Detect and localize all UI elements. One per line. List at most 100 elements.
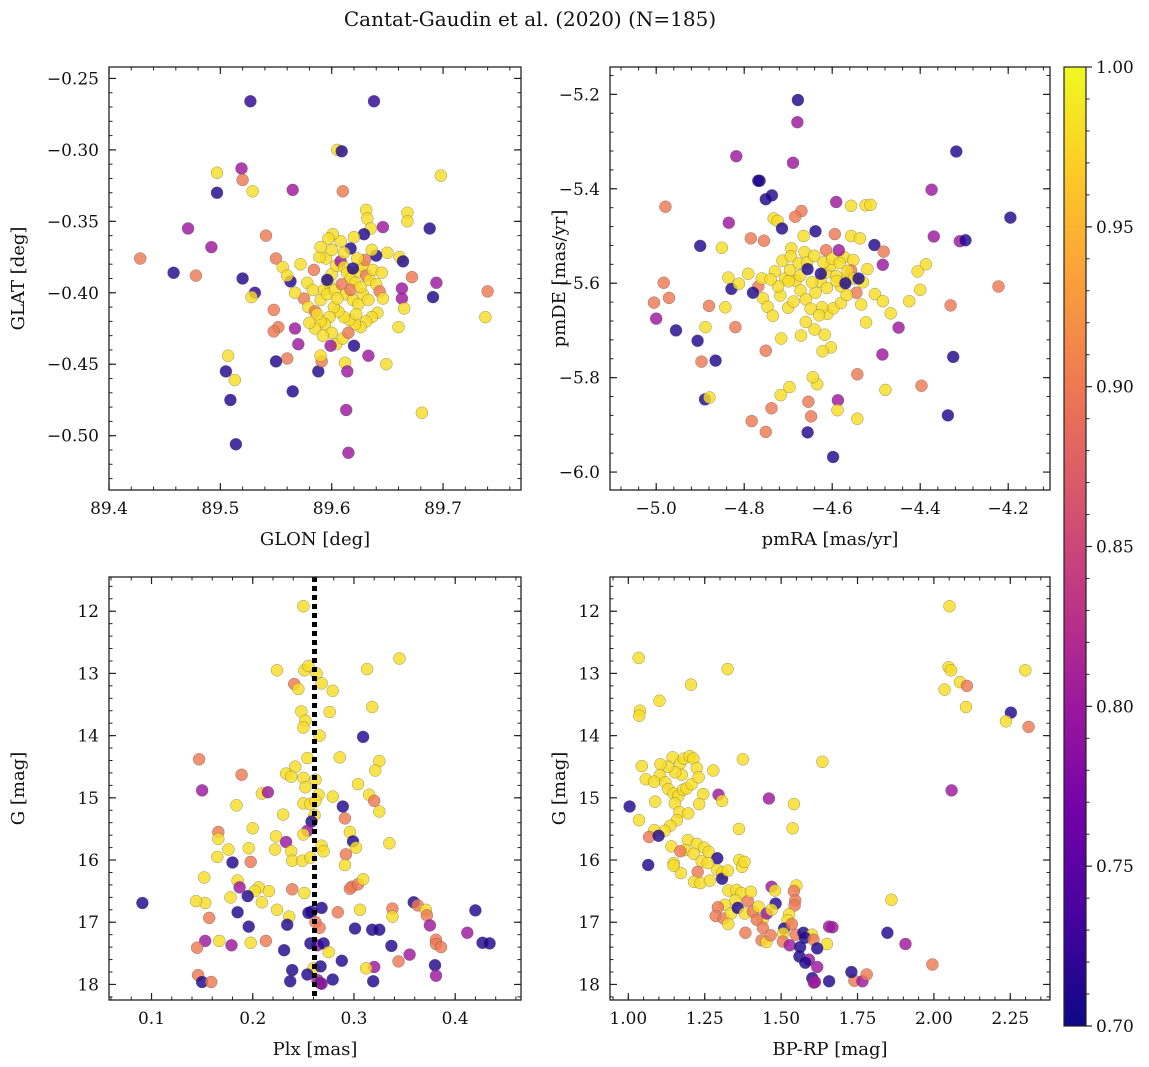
scatter-point — [269, 355, 283, 368]
scatter-point — [654, 757, 667, 771]
scatter-point — [832, 243, 846, 257]
y-tick-label: 15 — [578, 789, 600, 809]
scatter-point — [292, 337, 305, 351]
scatter-point — [349, 841, 363, 854]
scatter-points — [133, 95, 494, 460]
scatter-point — [204, 975, 218, 989]
scatter-point — [950, 145, 963, 158]
scatter-point — [334, 235, 347, 248]
scatter-point — [876, 348, 889, 361]
scatter-point — [244, 95, 257, 108]
scatter-point — [403, 948, 416, 961]
scatter-point — [766, 309, 780, 323]
scatter-point — [349, 307, 363, 321]
scatter-point — [810, 960, 824, 974]
axes-frame — [108, 66, 522, 491]
x-tick-label: 2.25 — [991, 1009, 1029, 1029]
scatter-point — [868, 238, 881, 252]
y-axis-label: pmDE [mas/yr] — [549, 210, 570, 348]
scatter-point — [844, 199, 858, 213]
scatter-point — [1019, 664, 1032, 677]
x-tick-label: −4.4 — [900, 499, 941, 519]
y-tick-label: 14 — [578, 727, 600, 747]
colorbar-ticks: 0.70 0.75 0.80 0.85 0.90 0.95 1.00 — [1086, 58, 1134, 1037]
scatter-point — [434, 940, 448, 954]
scatter-point — [691, 334, 704, 348]
scatter-point — [799, 315, 813, 329]
scatter-point — [423, 222, 436, 235]
scatter-point — [360, 662, 374, 676]
scatter-point — [662, 291, 676, 305]
scatter-point — [782, 275, 795, 288]
scatter-point — [286, 183, 299, 197]
scatter-point — [722, 271, 735, 284]
scatter-point — [426, 290, 440, 304]
scatter-point — [255, 896, 269, 909]
scatter-point — [376, 220, 390, 234]
scatter-point — [741, 267, 755, 281]
scatter-point — [324, 339, 337, 352]
scatter-point — [430, 276, 443, 290]
scatter-point — [298, 886, 311, 900]
scatter-point — [339, 403, 353, 417]
y-tick-label: 17 — [578, 913, 600, 933]
scatter-point — [434, 169, 448, 182]
scatter-point — [342, 326, 355, 340]
scatter-point — [189, 894, 203, 908]
scatter-point — [744, 232, 758, 245]
y-tick-label: 18 — [77, 975, 99, 995]
scatter-point — [738, 855, 751, 869]
scatter-point — [667, 859, 680, 872]
scatter-point — [881, 926, 894, 940]
scatter-point — [692, 797, 706, 811]
scatter-point — [288, 322, 302, 335]
x-tick-label: −4.8 — [724, 499, 765, 519]
scatter-point — [648, 795, 662, 808]
scatter-point — [762, 792, 776, 805]
scatter-point — [236, 272, 249, 285]
scatter-point — [213, 934, 226, 948]
y-tick-label: 12 — [77, 602, 99, 622]
scatter-point — [280, 269, 294, 282]
x-tick-label: 89.5 — [201, 499, 239, 519]
scatter-point — [320, 273, 334, 287]
scatter-point — [267, 303, 281, 317]
panel-plx-gmag: 0.1 0.2 0.3 0.4 12 13 14 15 16 17 18 Plx [mas] G [ma… — [8, 576, 522, 1060]
axes-frame — [609, 66, 1051, 491]
scatter-point — [884, 307, 897, 320]
scatter-point — [189, 269, 203, 282]
scatter-point — [229, 438, 243, 451]
scatter-point — [768, 884, 782, 897]
panel-glon-glat: 89.4 89.5 89.6 89.7 −0.25 −0.30 −0.35 −0.40 −0.4… — [8, 66, 522, 550]
scatter-point — [787, 797, 801, 811]
scatter-point — [211, 850, 224, 864]
x-tick-label: 89.7 — [424, 499, 462, 519]
scatter-point — [381, 246, 394, 260]
scatter-point — [354, 280, 367, 294]
scatter-point — [876, 258, 890, 272]
scatter-point — [786, 822, 799, 835]
scatter-point — [876, 294, 890, 308]
y-tick-label: −0.40 — [47, 284, 99, 304]
x-tick-label: 89.6 — [313, 499, 351, 519]
scatter-point — [367, 95, 381, 108]
scatter-point — [261, 785, 275, 799]
scatter-point — [383, 836, 396, 850]
scatter-point — [721, 864, 735, 877]
x-tick-label: −4.2 — [988, 499, 1029, 519]
scatter-point — [788, 210, 802, 223]
x-axis-label: BP-RP [mag] — [772, 1039, 887, 1060]
x-axis-label: GLON [deg] — [260, 529, 370, 550]
y-tick-label: 16 — [578, 851, 600, 871]
scatter-point — [286, 385, 299, 398]
scatter-point — [267, 325, 281, 338]
scatter-point — [791, 93, 805, 107]
scatter-point — [635, 759, 649, 773]
scatter-point — [786, 156, 800, 170]
scatter-point — [230, 799, 243, 812]
scatter-point — [244, 855, 257, 869]
scatter-point — [270, 903, 284, 917]
scatter-point — [190, 941, 204, 954]
scatter-point — [859, 316, 873, 329]
